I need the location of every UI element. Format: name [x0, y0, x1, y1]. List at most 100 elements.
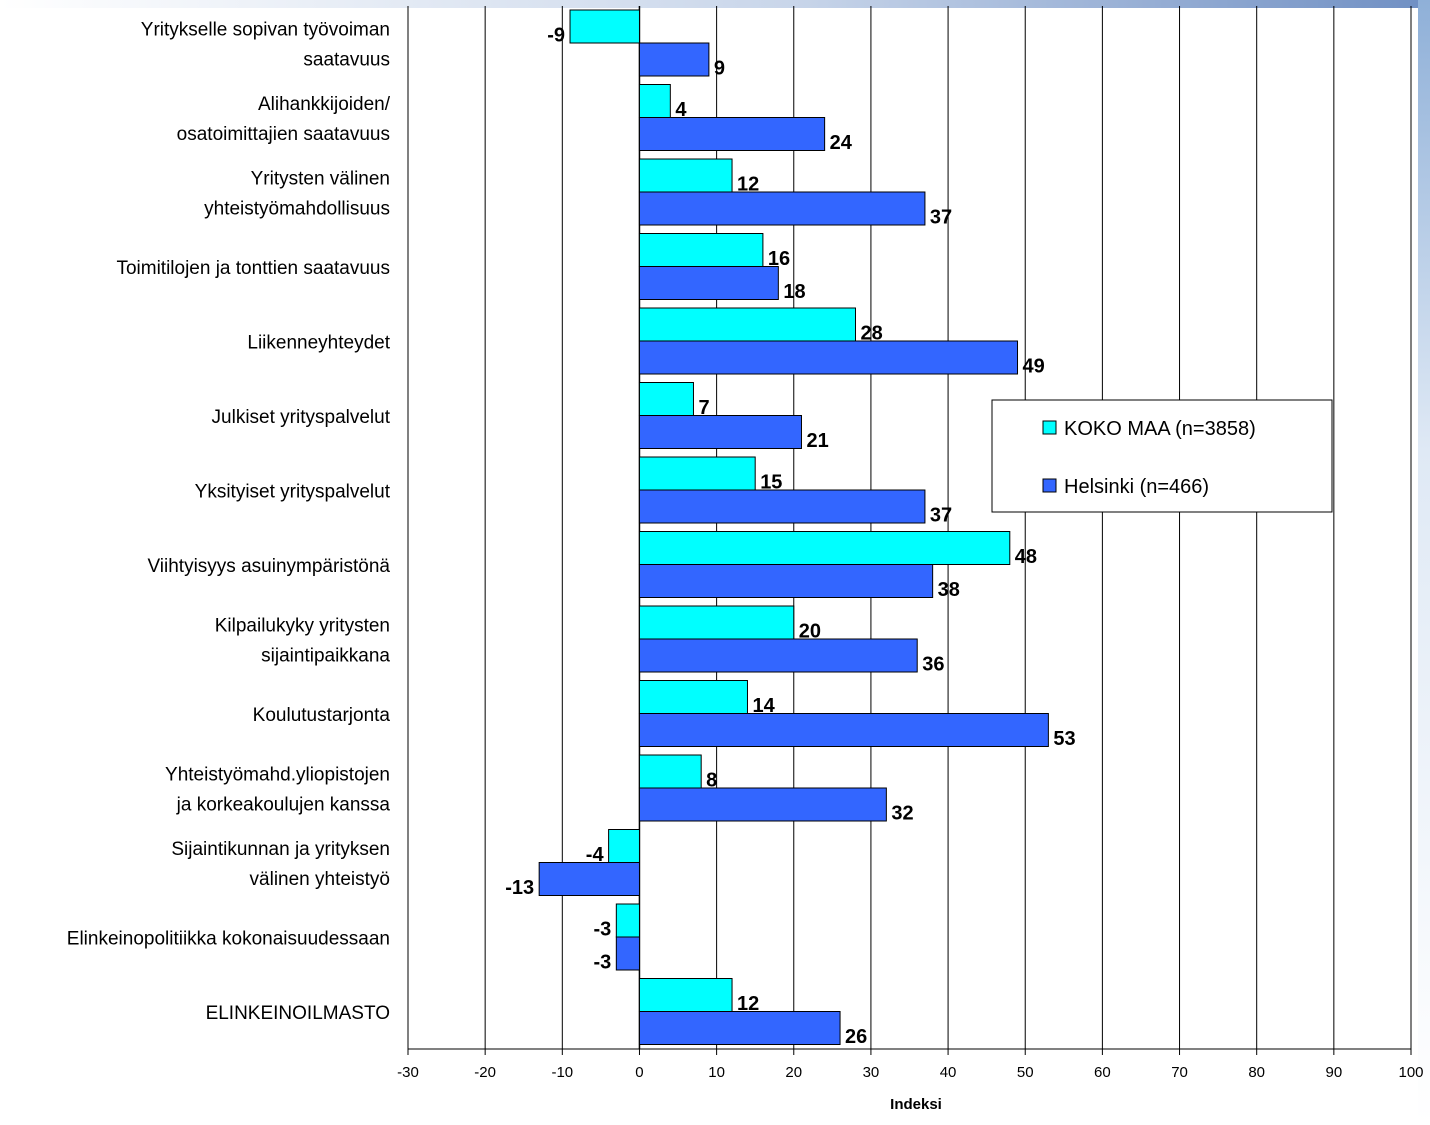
category-label-line: yhteistyömahdollisuus — [204, 198, 390, 219]
category-label: Yritysten välinen yhteistyömahdollisuus — [204, 168, 390, 219]
data-label: 48 — [1015, 546, 1037, 568]
bar-helsinki — [638, 42, 710, 77]
x-axis-label: Indeksi — [890, 1096, 942, 1113]
bar-helsinki — [638, 266, 779, 300]
x-tick-label: 0 — [635, 1064, 643, 1081]
data-label: -4 — [586, 844, 605, 866]
bar-helsinki — [615, 936, 640, 971]
legend-box — [991, 399, 1333, 513]
data-label: 12 — [737, 174, 759, 196]
category-label-line: sijaintipaikkana — [261, 645, 390, 666]
category-label-line: Koulutustarjonta — [253, 705, 391, 726]
category-label: Elinkeinopolitiikka kokonaisuudessaan — [67, 928, 390, 949]
bar-helsinki — [638, 191, 926, 226]
category-label: Yksityiset yrityspalvelut — [195, 481, 391, 502]
x-tick-label: 70 — [1171, 1064, 1188, 1081]
category-labels: Yritykselle sopivan työvoiman saatavuus Al… — [67, 19, 391, 1024]
bars — [538, 9, 1049, 1045]
x-tick-label: 80 — [1248, 1064, 1265, 1081]
data-label: 15 — [760, 472, 782, 494]
category-label: Toimitilojen ja tonttien saatavuus — [116, 258, 390, 279]
bar-koko-maa — [638, 754, 702, 789]
bar-helsinki — [638, 638, 918, 673]
category-label: Kilpailukyky yritysten sijaintipaikkana — [215, 615, 391, 666]
category-label: Sijaintikunnan ja yrityksen välinen yhtei… — [171, 839, 390, 890]
bar-helsinki — [638, 1011, 841, 1045]
category-label: Yhteistyömahd.yliopistojen ja korkeakoulu… — [165, 764, 390, 815]
category-label-line: Viihtyisyys asuinympäristönä — [147, 556, 390, 577]
x-tick-label: -20 — [474, 1064, 496, 1081]
bar-koko-maa — [638, 456, 756, 491]
category-label-line: välinen yhteistyö — [250, 869, 390, 890]
x-tick-label: -10 — [551, 1064, 573, 1081]
data-label: 7 — [698, 397, 709, 419]
data-label: 38 — [938, 579, 960, 601]
category-label-line: Julkiset yrityspalvelut — [212, 407, 391, 428]
data-label: -3 — [594, 919, 612, 941]
data-label: 21 — [806, 430, 828, 452]
category-label: ELINKEINOILMASTO — [206, 1003, 390, 1024]
category-label-line: Kilpailukyky yritysten — [215, 615, 390, 636]
data-label: 36 — [922, 654, 944, 676]
bar-helsinki — [538, 862, 640, 896]
x-tick-label: 90 — [1326, 1064, 1343, 1081]
data-label: 26 — [845, 1026, 867, 1048]
category-label-line: Sijaintikunnan ja yrityksen — [171, 839, 390, 860]
category-label: Julkiset yrityspalvelut — [212, 407, 391, 428]
category-label-line: Alihankkijoiden/ — [258, 94, 391, 115]
bar-helsinki — [638, 340, 1019, 375]
category-label-line: ELINKEINOILMASTO — [206, 1003, 390, 1024]
bar-koko-maa — [638, 84, 671, 118]
bar-koko-maa — [569, 9, 640, 44]
x-tick-label: 10 — [708, 1064, 725, 1081]
data-label: 32 — [891, 803, 913, 825]
legend: KOKO MAA (n=3858) Helsinki (n=466) — [991, 399, 1333, 513]
bar-koko-maa — [638, 531, 1011, 565]
right-decoration-strip — [1418, 0, 1430, 1125]
data-label: 53 — [1053, 728, 1075, 750]
bar-koko-maa — [638, 605, 795, 640]
data-label: 37 — [930, 505, 952, 527]
category-label-line: Elinkeinopolitiikka kokonaisuudessaan — [67, 928, 390, 949]
data-label: -3 — [594, 952, 612, 974]
bar-helsinki — [638, 564, 934, 598]
data-label: 8 — [706, 770, 717, 792]
x-tick-label: 50 — [1017, 1064, 1034, 1081]
data-label: 9 — [714, 58, 725, 80]
data-label: 49 — [1023, 356, 1045, 378]
data-label: 20 — [799, 621, 821, 643]
top-decoration-strip — [0, 0, 1430, 8]
bar-helsinki — [638, 787, 887, 822]
category-label: Yritykselle sopivan työvoiman saatavuus — [141, 19, 390, 70]
category-label-line: saatavuus — [303, 49, 390, 70]
data-label: -13 — [505, 877, 534, 899]
data-label: 18 — [783, 281, 805, 303]
category-label: Viihtyisyys asuinympäristönä — [147, 556, 390, 577]
bar-koko-maa — [638, 158, 733, 193]
category-label-line: Yritykselle sopivan työvoiman — [141, 19, 390, 40]
x-tick-label: 60 — [1094, 1064, 1111, 1081]
data-label: -9 — [547, 25, 565, 47]
bar-helsinki — [638, 415, 802, 449]
legend-label-helsinki: Helsinki (n=466) — [1064, 476, 1209, 498]
data-label: 37 — [930, 207, 952, 229]
data-label: 14 — [752, 695, 775, 717]
x-tick-label: 20 — [785, 1064, 802, 1081]
category-label-line: Yritysten välinen — [251, 168, 390, 189]
category-label: Alihankkijoiden/osatoimittajien saatavuu… — [177, 94, 391, 145]
bar-koko-maa — [638, 382, 694, 416]
data-label: 16 — [768, 248, 790, 270]
legend-swatch-helsinki — [1042, 478, 1057, 493]
bar-koko-maa — [638, 307, 856, 342]
data-label: 28 — [860, 323, 882, 345]
bar-koko-maa — [615, 903, 640, 938]
legend-label-koko-maa: KOKO MAA (n=3858) — [1064, 418, 1256, 440]
bar-koko-maa — [638, 978, 733, 1012]
category-label-line: Toimitilojen ja tonttien saatavuus — [116, 258, 390, 279]
category-label-line: osatoimittajien saatavuus — [177, 124, 390, 145]
data-labels: -9 9 4 24 12 37 16 18 28 49 7 21 15 37 48 38 20 36 14 53 8 32… — [505, 25, 1075, 1049]
bar-helsinki — [638, 489, 926, 524]
data-label: 4 — [675, 99, 687, 121]
x-tick-label: 100 — [1398, 1064, 1423, 1081]
